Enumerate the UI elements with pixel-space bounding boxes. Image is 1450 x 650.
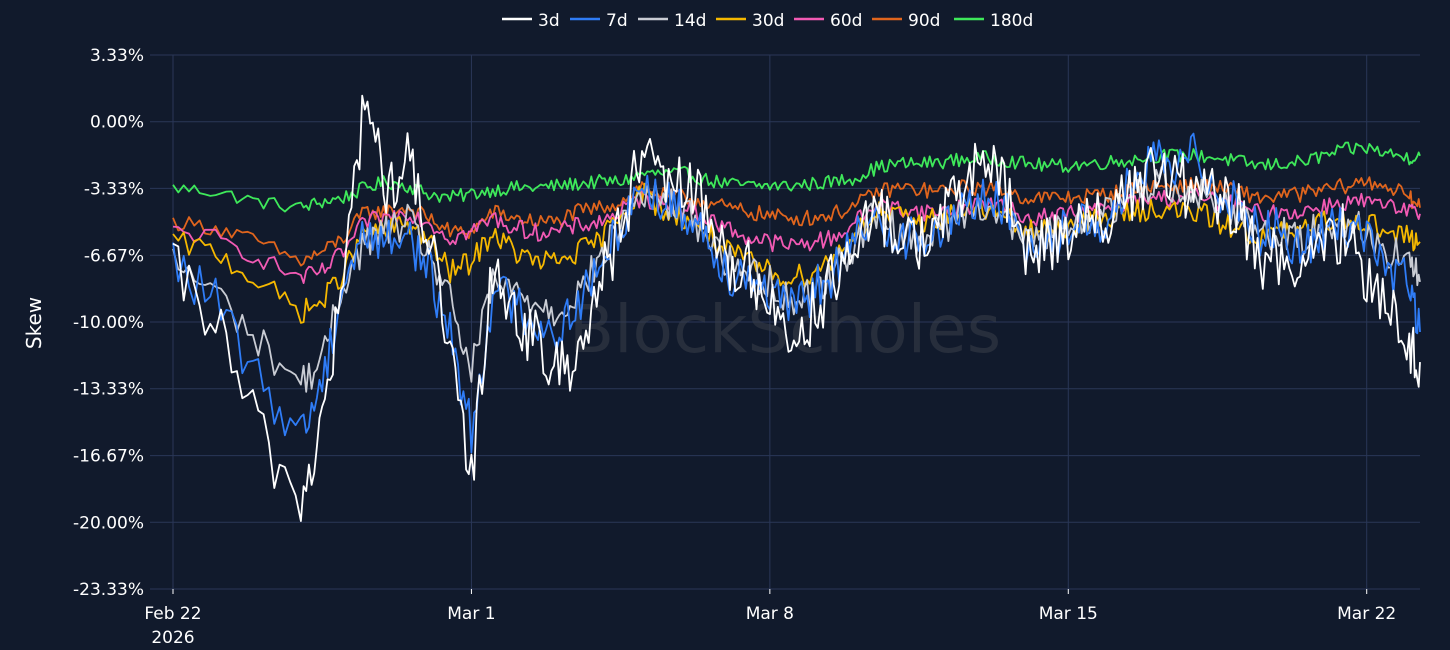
series-lines [172,94,1421,522]
series-line-30d [172,182,1421,324]
legend: 3d 7d 14d 30d 60d 90d 180d [502,11,1033,31]
x-tick-label: Mar 1 [447,604,495,624]
legend-label-30d: 30d [752,11,784,31]
x-tick-label: Mar 22 [1337,604,1396,624]
y-tick-label: 3.33% [90,46,144,66]
legend-label-14d: 14d [674,11,706,31]
y-tick-label: -20.00% [73,513,144,533]
legend-label-7d: 7d [606,11,628,31]
y-tick-label: -10.00% [73,313,144,333]
y-axis-title: Skew [22,297,46,349]
legend-label-60d: 60d [830,11,862,31]
legend-label-90d: 90d [908,11,940,31]
y-axis: 3.33% 0.00% -3.33% -6.67% -10.00% -13.33% -16.… [73,46,144,600]
series-line-90d [172,176,1421,267]
x-tick-label: Feb 22 [144,604,201,624]
legend-label-180d: 180d [990,11,1033,31]
series-line-180d [172,141,1421,213]
y-tick-label: -3.33% [84,179,144,199]
series-line-7d [172,132,1421,454]
y-tick-label: -16.67% [73,447,144,467]
y-tick-label: 0.00% [90,113,144,133]
x-axis: Feb 22 2026 Mar 1 Mar 8 Mar 15 Mar 22 [144,604,1396,648]
x-tick-sublabel: 2026 [151,628,194,648]
legend-label-3d: 3d [538,11,560,31]
x-tick-label: Mar 8 [746,604,794,624]
x-tick-label: Mar 15 [1039,604,1098,624]
y-tick-label: -13.33% [73,380,144,400]
y-tick-label: -6.67% [84,246,144,266]
series-line-3d [172,94,1421,522]
y-tick-label: -23.33% [73,580,144,600]
